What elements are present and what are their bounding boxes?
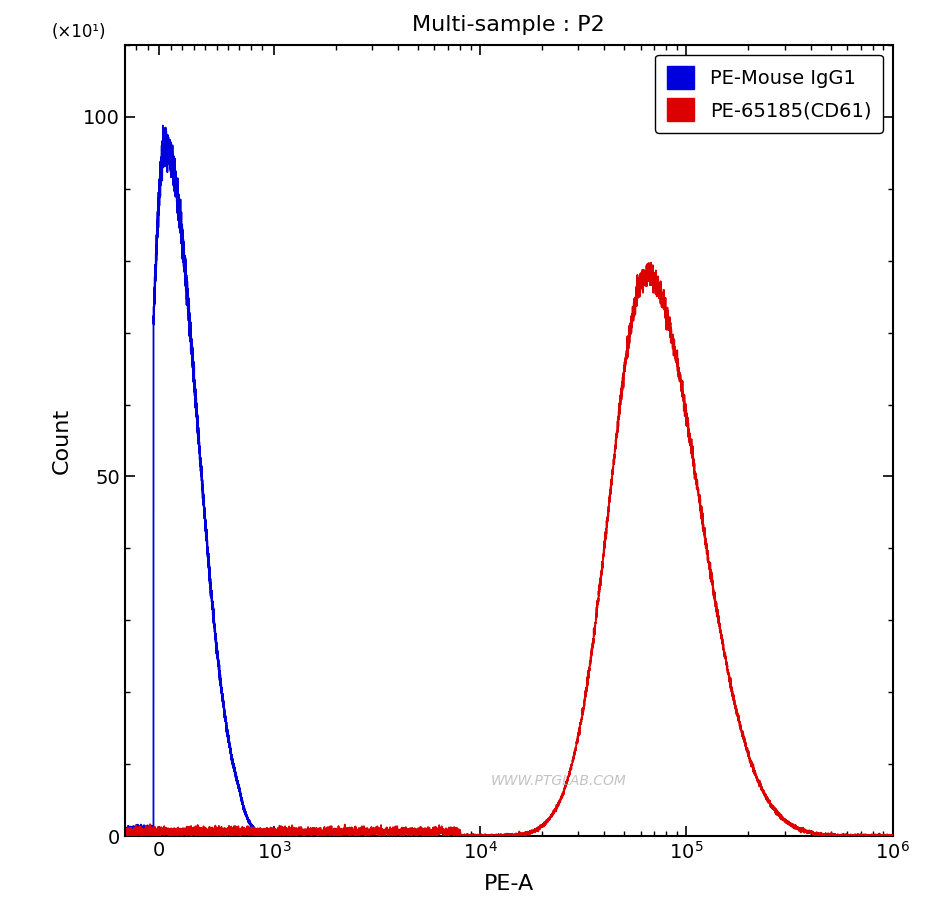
Legend: PE-Mouse IgG1, PE-65185(CD61): PE-Mouse IgG1, PE-65185(CD61) xyxy=(655,55,882,133)
X-axis label: PE-A: PE-A xyxy=(484,874,534,894)
Text: (×10¹): (×10¹) xyxy=(52,23,106,41)
Text: WWW.PTGLAB.COM: WWW.PTGLAB.COM xyxy=(490,774,626,788)
Y-axis label: Count: Count xyxy=(52,407,72,474)
Title: Multi-sample : P2: Multi-sample : P2 xyxy=(413,15,605,35)
